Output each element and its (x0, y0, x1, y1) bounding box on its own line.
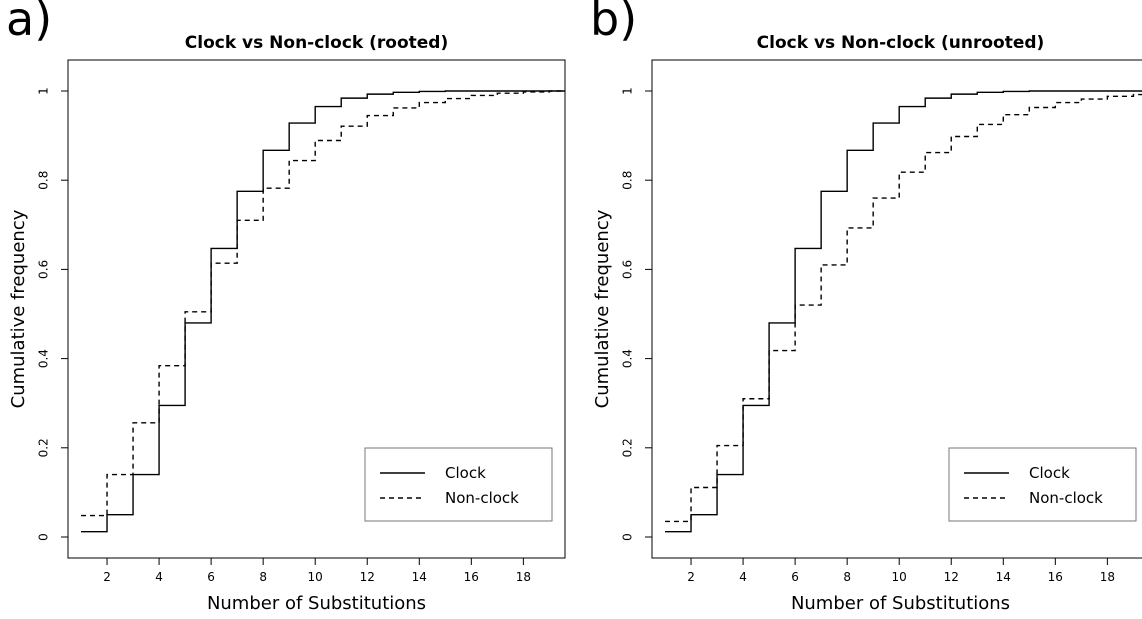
y-tick-label: 1 (621, 87, 635, 95)
x-tick-label: 6 (791, 570, 799, 584)
x-tick-label: 4 (739, 570, 747, 584)
x-tick-label: 18 (1100, 570, 1115, 584)
x-tick-label: 14 (996, 570, 1011, 584)
y-tick-label: 0.2 (37, 438, 51, 457)
x-tick-label: 12 (944, 570, 959, 584)
x-tick-label: 16 (464, 570, 479, 584)
plot-frame (651, 59, 1142, 559)
y-tick-label: 0 (37, 533, 51, 541)
x-tick-label: 2 (103, 570, 111, 584)
y-tick-label: 0.4 (621, 349, 635, 368)
series-line-clock (665, 90, 1142, 533)
chart-panel-rooted: a) Clock vs Non-clock (rooted) 2 4 6 8 10 12 14… (6, 0, 566, 614)
legend-label: Non-clock (1029, 489, 1103, 507)
x-tick-label: 2 (687, 570, 695, 584)
chart-panel-unrooted: b) Clock vs Non-clock (unrooted) 2 4 6 8 10 12… (584, 0, 1142, 619)
legend-box (364, 447, 553, 522)
x-tick-label: 16 (1048, 570, 1063, 584)
y-tick-label: 0.8 (621, 171, 635, 190)
y-tick-label: 0.6 (621, 260, 635, 279)
x-tick-label: 12 (360, 570, 375, 584)
x-tick-label: 10 (308, 570, 323, 584)
chart-svg: Clock vs Non-clock (unrooted)2 4 6 8 10 12 14 1… (592, 33, 1142, 614)
series-line-clock (81, 90, 565, 533)
legend-label: Non-clock (445, 489, 519, 507)
legend-box (948, 447, 1137, 522)
x-tick-label: 10 (892, 570, 907, 584)
y-tick-label: 0 (621, 533, 635, 541)
x-axis-label: Number of Substitutions (791, 593, 1010, 614)
x-tick-label: 4 (155, 570, 163, 584)
y-tick-label: 0.6 (37, 260, 51, 279)
chart-title: Clock vs Non-clock (unrooted) (757, 33, 1045, 53)
panel-letter: a) (6, 0, 53, 46)
x-tick-label: 8 (259, 570, 267, 584)
legend-label: Clock (1029, 464, 1070, 482)
chart-svg: Clock vs Non-clock (rooted)2 4 6 8 10 12 14 16 1… (8, 33, 566, 614)
y-tick-label: 0.2 (621, 438, 635, 457)
x-tick-label: 8 (843, 570, 851, 584)
panel-letter: b) (590, 0, 638, 46)
y-tick-label: 0.8 (37, 171, 51, 190)
series-line-non-clock (81, 90, 565, 517)
series-line-non-clock (665, 93, 1142, 523)
y-axis-label: Cumulative frequency (8, 209, 29, 408)
x-tick-label: 14 (412, 570, 427, 584)
x-tick-label: 6 (207, 570, 215, 584)
x-axis-label: Number of Substitutions (207, 593, 426, 614)
chart-title: Clock vs Non-clock (rooted) (185, 33, 448, 53)
legend-label: Clock (445, 464, 486, 482)
y-tick-label: 0.4 (37, 349, 51, 368)
y-tick-label: 1 (37, 87, 51, 95)
y-axis-label: Cumulative frequency (592, 209, 613, 408)
x-tick-label: 18 (516, 570, 531, 584)
plot-frame (67, 59, 566, 559)
